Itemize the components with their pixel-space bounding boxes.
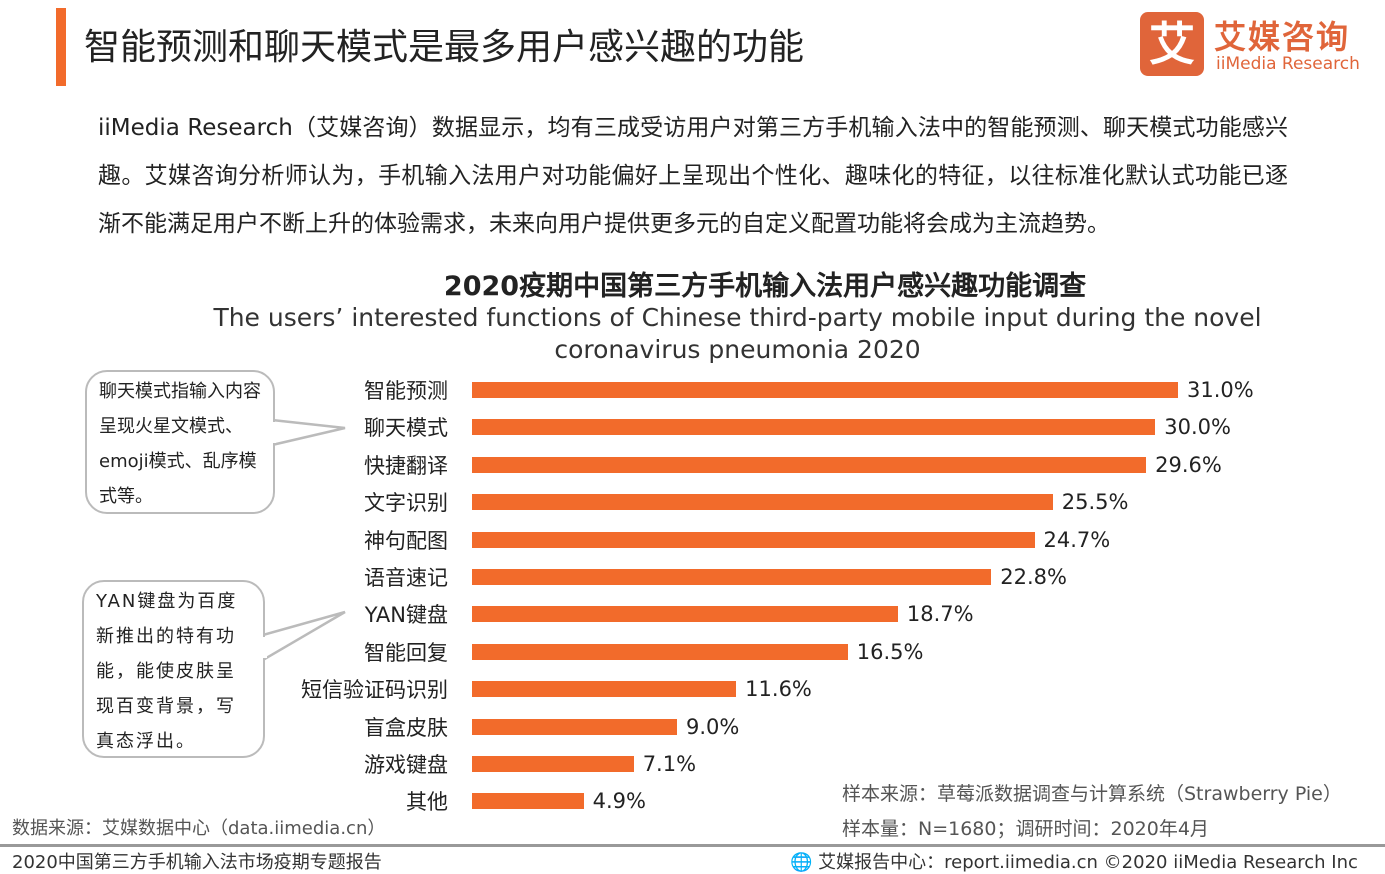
bar — [472, 606, 898, 623]
bar — [472, 456, 1147, 473]
category-label: 智能回复 — [364, 640, 448, 665]
logo-name-cn: 艾媒咨询 — [1214, 18, 1351, 56]
data-label: 29.6% — [1155, 452, 1222, 477]
category-label: 文字识别 — [364, 491, 448, 516]
category-label: 快捷翻译 — [364, 453, 448, 478]
bar — [472, 718, 677, 735]
category-label: 游戏键盘 — [364, 753, 448, 777]
category-label: 盲盒皮肤 — [364, 715, 448, 740]
callout-pointer-1 — [270, 418, 346, 447]
footer-copyright-text: 艾媒报告中心：report.iimedia.cn ©2020 iiMedia R… — [818, 852, 1358, 873]
bar — [472, 494, 1053, 511]
bar — [472, 756, 634, 772]
category-label: YAN键盘 — [364, 603, 448, 628]
callout-yan-keyboard: YAN键盘为百度新推出的特有功能，能使皮肤呈现百变背景，写真态浮出。 — [82, 580, 265, 758]
data-label: 4.9% — [592, 789, 646, 814]
sample-source: 样本来源：草莓派数据调查与计算系统（Strawberry Pie） — [842, 783, 1342, 805]
data-label: 24.7% — [1043, 527, 1111, 552]
callout-pointer-2 — [261, 610, 346, 663]
footer-copyright: 🌐 艾媒报告中心：report.iimedia.cn ©2020 iiMedia… — [790, 848, 1358, 874]
intro-paragraph: iiMedia Research（艾媒咨询）数据显示，均有三成受访用户对第三方手… — [98, 115, 1288, 237]
bar — [472, 419, 1156, 436]
title-accent-bar — [56, 8, 66, 86]
bar — [472, 681, 737, 698]
chart-title: 2020疫期中国第三方手机输入法用户感兴趣功能调查 — [443, 271, 1087, 302]
data-label: 22.8% — [1000, 565, 1067, 589]
footer-report-title: 2020中国第三方手机输入法市场疫期专题报告 — [12, 852, 382, 873]
category-label: 神句配图 — [364, 528, 448, 553]
data-label: 9.0% — [685, 714, 740, 739]
callout-chat-mode: 聊天模式指输入内容呈现火星文模式、emoji模式、乱序模式等。 — [85, 370, 275, 514]
data-label: 31.0% — [1187, 378, 1254, 402]
data-label: 25.5% — [1061, 490, 1129, 515]
data-source: 数据来源：艾媒数据中心（data.iimedia.cn） — [12, 818, 386, 839]
logo: 艾 艾媒咨询 iiMedia Research — [1140, 12, 1380, 76]
logo-name-en: iiMedia Research — [1216, 54, 1360, 74]
bar — [472, 793, 584, 810]
footer-divider — [0, 844, 1385, 847]
data-label: 30.0% — [1164, 415, 1231, 440]
logo-mark: 艾 — [1140, 12, 1204, 76]
sample-size: 样本量：N=1680；调研时间：2020年4月 — [842, 818, 1209, 840]
globe-icon: 🌐 — [790, 852, 813, 873]
category-label: 聊天模式 — [364, 416, 448, 441]
data-label: 16.5% — [856, 639, 924, 664]
bar — [472, 382, 1178, 398]
page-title: 智能预测和聊天模式是最多用户感兴趣的功能 — [84, 27, 805, 68]
category-label: 智能预测 — [364, 379, 448, 403]
category-label: 短信验证码识别 — [301, 678, 448, 703]
category-label: 语音速记 — [364, 566, 448, 590]
bar — [472, 531, 1035, 548]
bar — [472, 569, 992, 585]
data-label: 11.6% — [745, 677, 812, 702]
bar — [472, 643, 848, 660]
category-label: 其他 — [406, 790, 448, 815]
data-label: 18.7% — [906, 602, 974, 627]
data-label: 7.1% — [642, 752, 697, 776]
chart-subtitle: The users’ interested functions of Chine… — [213, 303, 1262, 364]
